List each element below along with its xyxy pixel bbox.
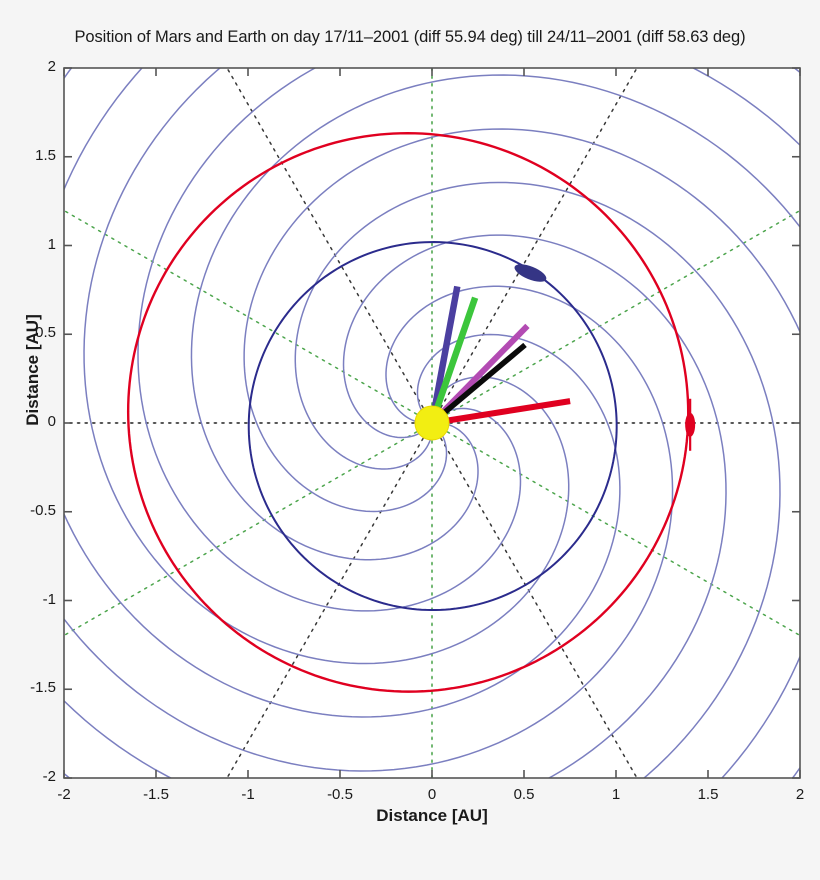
- direction-rays: [428, 285, 571, 426]
- axes: [63, 67, 801, 779]
- y-tick-label: -2: [42, 768, 56, 785]
- red-ray: [431, 398, 571, 426]
- orbits: [126, 131, 690, 693]
- y-tick-label: -1: [42, 590, 56, 608]
- x-tick-label: 1: [611, 786, 621, 803]
- y-tick-label: 2: [47, 58, 56, 75]
- x-tick-label: 1.5: [697, 786, 719, 803]
- y-tick-label: 0.5: [35, 324, 56, 342]
- y-tick-label: 1: [47, 235, 56, 253]
- bodies: [414, 264, 696, 451]
- y-axis-label: Distance [AU]: [23, 314, 42, 426]
- x-tick-label: 0.5: [513, 786, 535, 803]
- earth-marker: [514, 264, 547, 282]
- spiral-field-line: [190, 74, 800, 778]
- x-tick-label: -0.5: [327, 786, 353, 803]
- green-ray: [428, 296, 479, 425]
- spiral-field-line: [137, 68, 800, 612]
- x-tick-label: 0: [427, 786, 437, 803]
- y-tick-label: 1.5: [35, 146, 56, 164]
- x-tick-label: 2: [795, 786, 805, 803]
- y-tick-label: 0: [47, 413, 56, 430]
- orbit-path: [126, 131, 690, 693]
- y-tick-label: -1.5: [30, 679, 56, 697]
- sun-marker: [414, 405, 450, 441]
- x-tick-label: -2: [57, 786, 71, 803]
- spiral-field-line: [64, 181, 781, 778]
- orbit-path: [247, 241, 618, 612]
- spiral-field-line: [64, 68, 621, 718]
- x-tick-label: -1.5: [143, 786, 169, 803]
- x-tick-label: -1: [241, 786, 255, 803]
- x-axis-label: Distance [AU]: [376, 806, 488, 825]
- indigo-ray: [428, 285, 461, 424]
- y-tick-label: -0.5: [30, 501, 56, 519]
- spiral-field-line: [64, 68, 674, 772]
- black-ray: [430, 342, 527, 426]
- spiral-field-line: [64, 234, 727, 778]
- chart-title: Position of Mars and Earth on day 17/11–…: [74, 28, 746, 46]
